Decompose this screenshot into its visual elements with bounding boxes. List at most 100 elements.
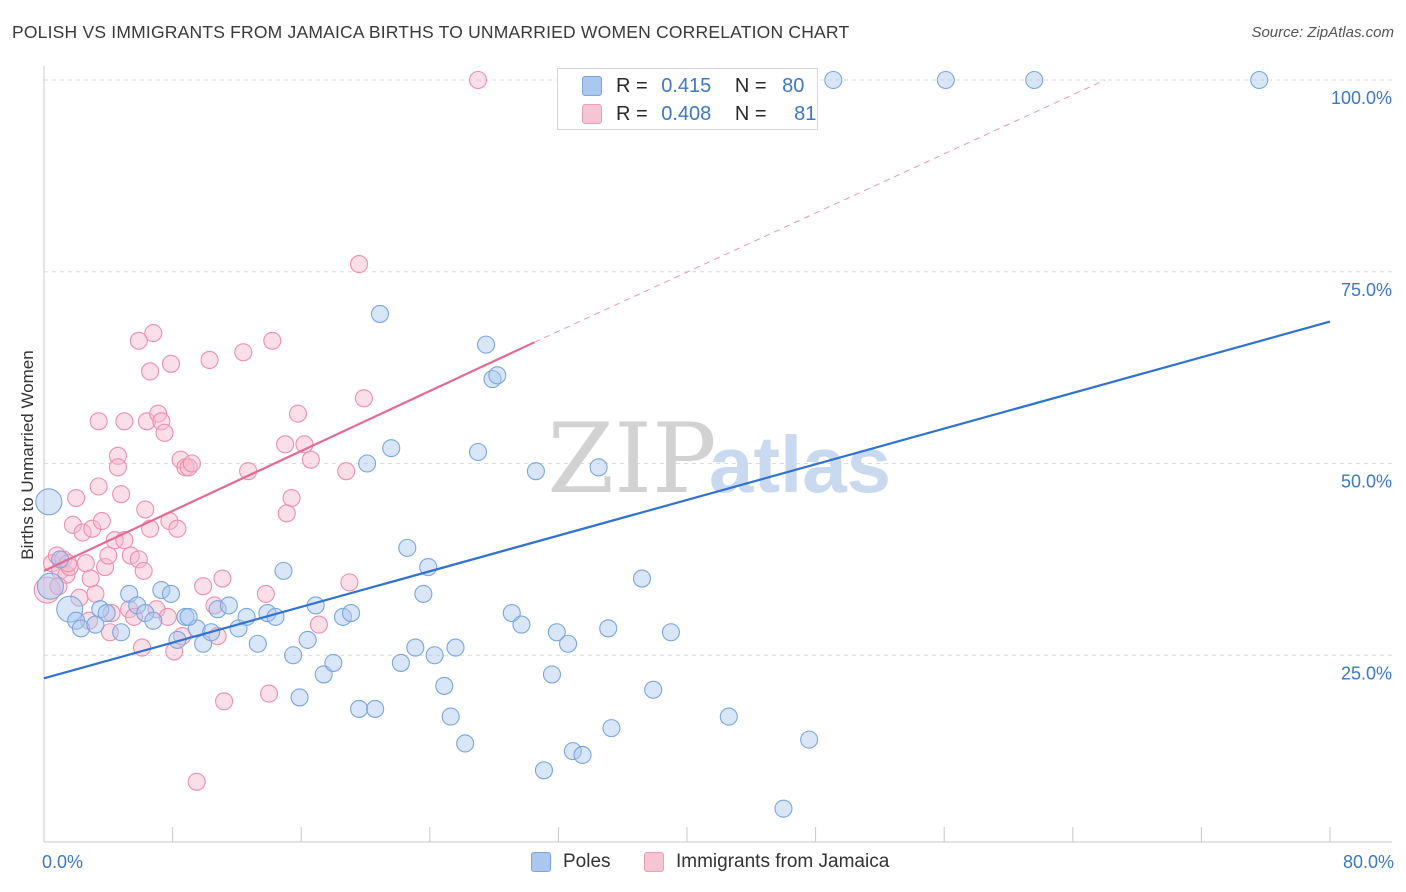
poles-point xyxy=(274,561,293,580)
legend-item-jamaica: Immigrants from Jamaica xyxy=(644,851,889,873)
n-label: N = xyxy=(734,102,767,125)
jamaica-point xyxy=(81,569,100,588)
poles-point xyxy=(800,730,819,749)
jamaica-trend-line xyxy=(43,341,535,572)
poles-point xyxy=(719,707,738,726)
jamaica-point xyxy=(187,772,206,791)
y-tick-label: 100.0% xyxy=(1331,88,1392,108)
poles-point xyxy=(456,734,475,753)
jamaica-point xyxy=(89,477,108,496)
poles-point xyxy=(284,646,303,665)
poles-point xyxy=(219,596,238,615)
poles-point xyxy=(425,646,444,665)
jamaica-point xyxy=(152,412,171,431)
n-label: N = xyxy=(734,74,767,97)
poles-point xyxy=(366,699,385,718)
poles-point xyxy=(248,634,267,653)
jamaica-point xyxy=(213,569,232,588)
jamaica-point xyxy=(89,412,108,431)
jamaica-point xyxy=(337,462,356,481)
poles-trend-line xyxy=(43,320,1331,680)
jamaica-point xyxy=(277,504,296,523)
poles-point xyxy=(266,607,285,626)
watermark-zip: ZIP xyxy=(547,403,716,515)
jamaica-point xyxy=(200,350,219,370)
poles-point xyxy=(824,70,843,90)
poles-point xyxy=(599,619,618,638)
grid xyxy=(44,79,1392,656)
poles-point xyxy=(446,638,465,657)
poles-point xyxy=(370,304,390,323)
jamaica-point xyxy=(76,554,95,573)
jamaica-point xyxy=(136,500,155,519)
jamaica-point xyxy=(214,692,234,711)
jamaica-point xyxy=(96,557,115,577)
poles-point xyxy=(1025,70,1044,90)
poles-point xyxy=(542,665,562,684)
poles-point xyxy=(35,488,63,516)
poles-point xyxy=(406,638,425,657)
poles-point xyxy=(468,442,488,462)
poles-point xyxy=(661,623,680,642)
jamaica-point xyxy=(144,324,163,343)
poles-point xyxy=(589,458,608,477)
poles-point xyxy=(632,569,652,588)
poles-point xyxy=(547,623,566,642)
poles-point xyxy=(208,600,227,619)
poles-point xyxy=(86,615,105,634)
n-value: 81 xyxy=(794,102,817,125)
poles-point xyxy=(526,462,545,481)
jamaica-point xyxy=(83,519,102,538)
watermark-atlas: atlas xyxy=(709,420,891,509)
axes xyxy=(43,66,1392,843)
jamaica-point xyxy=(259,684,279,703)
jamaica-point xyxy=(182,454,201,473)
jamaica-point xyxy=(115,412,134,431)
trend-lines xyxy=(43,79,1331,680)
r-value: 0.415 xyxy=(661,74,712,97)
poles-point xyxy=(324,653,343,672)
poles-point xyxy=(112,623,131,642)
jamaica-point xyxy=(350,255,369,274)
poles-point xyxy=(936,70,955,90)
poles-point xyxy=(573,745,592,765)
series-poles-points xyxy=(35,70,1269,818)
jamaica-point xyxy=(92,511,111,531)
poles-point xyxy=(398,538,417,557)
poles-point xyxy=(602,719,621,738)
series-legend: Poles Immigrants from Jamaica xyxy=(0,851,1406,877)
legend-label-jamaica: Immigrants from Jamaica xyxy=(676,851,890,872)
poles-point xyxy=(774,799,793,818)
r-label: R = xyxy=(616,74,648,97)
jamaica-point xyxy=(102,604,121,623)
x-tick-min: 0.0% xyxy=(42,852,84,872)
jamaica-point xyxy=(134,561,153,580)
poles-point xyxy=(97,604,116,623)
poles-point xyxy=(644,680,663,699)
n-value: 80 xyxy=(782,74,805,97)
jamaica-swatch xyxy=(582,104,602,124)
jamaica-point xyxy=(161,354,181,373)
poles-point xyxy=(298,630,317,649)
jamaica-point xyxy=(108,458,127,477)
poles-point xyxy=(350,699,369,718)
poles-point xyxy=(144,611,163,630)
y-tick-label: 75.0% xyxy=(1341,280,1392,300)
poles-point xyxy=(563,742,582,761)
jamaica-point xyxy=(158,607,177,626)
poles-point xyxy=(477,335,496,354)
poles-point xyxy=(290,688,309,707)
y-tick-label: 50.0% xyxy=(1341,472,1392,492)
poles-point xyxy=(534,761,553,780)
poles-point xyxy=(152,581,171,600)
jamaica-point xyxy=(63,515,82,534)
poles-swatch xyxy=(531,852,551,872)
jamaica-point xyxy=(129,550,148,569)
jamaica-point xyxy=(124,607,144,626)
poles-point xyxy=(435,676,454,695)
jamaica-point xyxy=(112,485,131,504)
poles-point xyxy=(488,366,507,385)
legend-label-poles: Poles xyxy=(563,851,611,872)
jamaica-swatch xyxy=(644,852,664,872)
chart-title: POLISH VS IMMIGRANTS FROM JAMAICA BIRTHS… xyxy=(12,22,850,42)
